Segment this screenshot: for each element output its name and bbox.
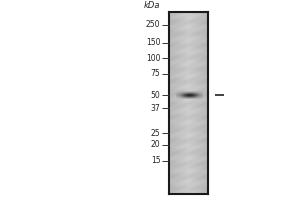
Text: 250: 250 [146, 20, 160, 29]
Text: kDa: kDa [144, 1, 160, 10]
Text: 75: 75 [151, 69, 160, 78]
Text: 20: 20 [151, 140, 160, 149]
Text: 15: 15 [151, 156, 160, 165]
Text: 100: 100 [146, 54, 160, 63]
Text: 50: 50 [151, 91, 160, 100]
Text: 37: 37 [151, 104, 160, 113]
Text: 25: 25 [151, 129, 160, 138]
Text: 150: 150 [146, 38, 160, 47]
